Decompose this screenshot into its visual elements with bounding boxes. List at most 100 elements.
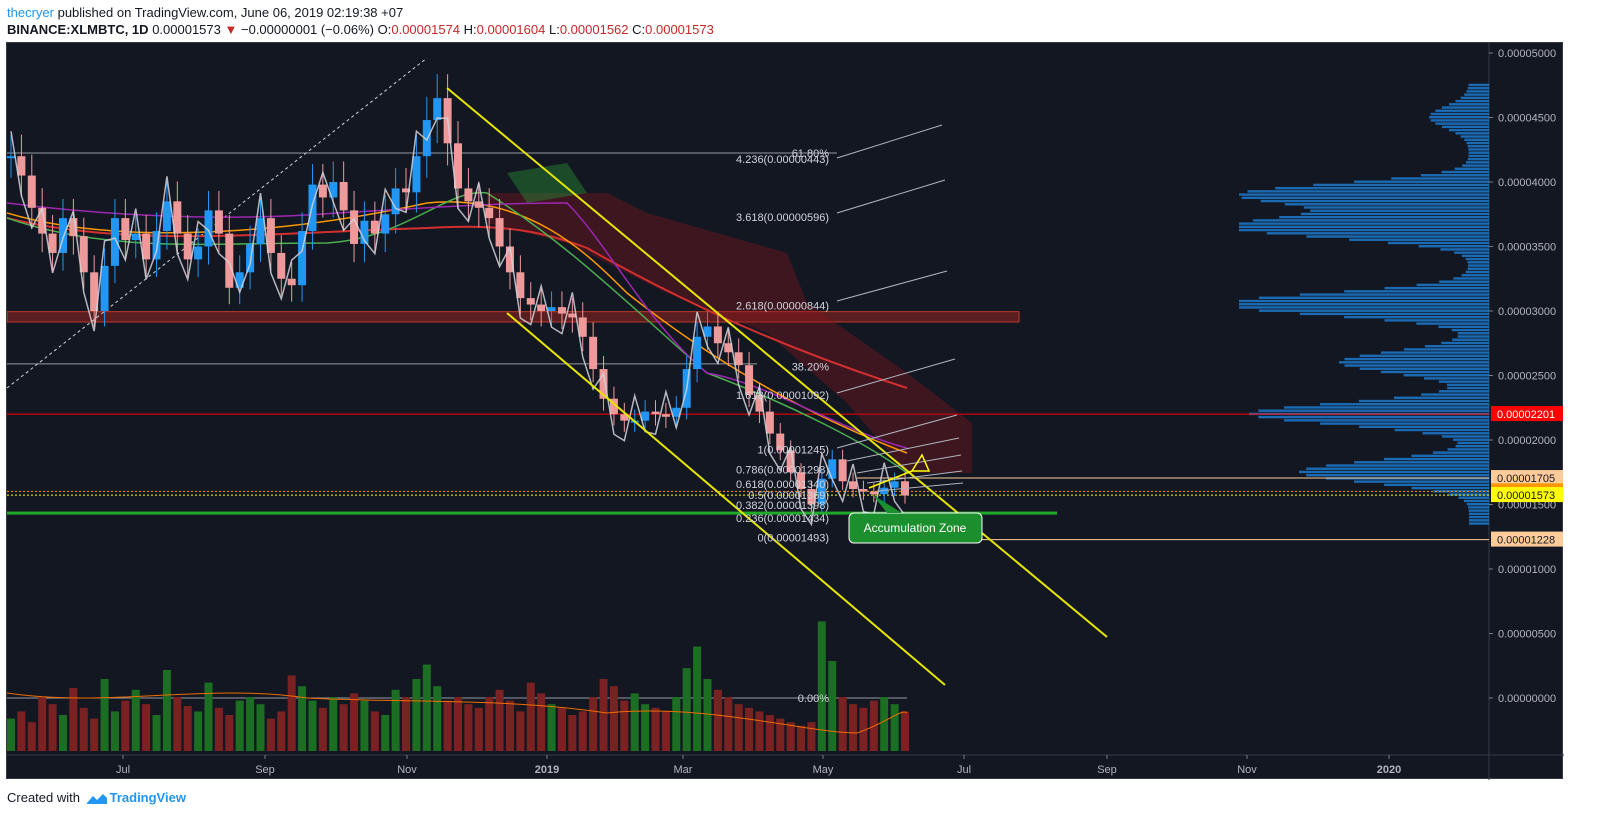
volume-profile-bar <box>1422 432 1489 435</box>
candle <box>765 411 774 434</box>
candle <box>693 336 702 370</box>
volume-bar <box>547 704 556 751</box>
price-tick-label: 0.00000500 <box>1498 629 1556 641</box>
candle <box>828 459 837 479</box>
volume-profile-bar <box>1313 183 1489 187</box>
volume-profile-bar <box>1241 196 1489 200</box>
volume-profile-bar <box>1430 119 1489 122</box>
volume-profile-bar <box>1252 219 1489 222</box>
volume-profile-bar <box>1453 277 1489 280</box>
price-chart[interactable]: 4.236(0.00000443)61.80% 3.618(0.00000596)… <box>7 43 1564 780</box>
volume-profile-bar <box>1284 203 1489 206</box>
candle <box>557 307 566 314</box>
volume-profile-bar <box>1421 393 1489 396</box>
volume-bar <box>817 621 826 751</box>
volume-profile-bar <box>1440 248 1489 251</box>
price-tick-label: 0.00005000 <box>1498 48 1556 60</box>
volume-bar <box>173 697 182 751</box>
fib-label: 61.80% <box>792 148 830 160</box>
volume-profile-bar <box>1464 138 1489 141</box>
volume-profile-bar <box>1455 444 1489 448</box>
volume-bar <box>620 700 629 751</box>
volume-profile-bar <box>1452 338 1489 341</box>
volume-bar <box>350 693 359 751</box>
volume-profile-bar <box>1394 428 1489 432</box>
candle <box>69 218 78 237</box>
candle <box>505 246 514 273</box>
candle <box>287 278 296 286</box>
volume-bar <box>880 697 889 751</box>
volume-bar <box>464 704 473 751</box>
volume-profile-bar <box>1338 361 1489 364</box>
volume-bar <box>79 707 88 751</box>
volume-profile-bar <box>1461 254 1489 258</box>
volume-profile-bar <box>1344 290 1489 293</box>
volume-profile-bar <box>1411 454 1489 458</box>
price-tick-label: 0.00004500 <box>1498 113 1556 125</box>
price-badge-text: 0.00001228 <box>1497 535 1555 547</box>
volume-profile-bar <box>1353 461 1489 464</box>
candle <box>807 489 816 505</box>
accumulation-zone-callout: Accumulation Zone <box>848 495 983 544</box>
volume-ma-line <box>7 692 908 734</box>
volume-profile-bar <box>1465 257 1489 261</box>
volume-profile-bar <box>1359 367 1489 370</box>
volume-profile-bar <box>1468 148 1489 151</box>
candle <box>661 414 670 417</box>
tradingview-link[interactable]: TradingView <box>109 790 186 805</box>
fib-label: 0.786(0.00001298) <box>736 465 829 477</box>
price-tick-label: 0.00001000 <box>1498 564 1556 576</box>
volume-profile-bar <box>1247 190 1489 193</box>
candle <box>422 120 431 157</box>
candle <box>298 231 307 286</box>
volume-profile-bar <box>1344 357 1489 361</box>
volume-profile-bar <box>1239 225 1489 229</box>
volume-profile-bar <box>1466 90 1489 93</box>
volume-profile-bar <box>1391 177 1489 180</box>
candle <box>256 218 265 244</box>
ichimoku-cloud-red <box>487 193 972 473</box>
volume-profile-bar <box>1430 112 1489 116</box>
candle <box>131 233 140 241</box>
candle <box>339 182 348 211</box>
candle <box>391 188 400 215</box>
candle <box>90 272 99 311</box>
volume-bar <box>849 704 858 751</box>
candle <box>17 156 26 176</box>
price-badge-text: 0.00001573 <box>1497 490 1555 502</box>
volume-profile-bar <box>1463 499 1489 503</box>
volume-profile-bar <box>1354 180 1489 183</box>
volume-profile-bar <box>1454 167 1489 170</box>
chart-frame[interactable]: 4.236(0.00000443) 61.80% 3.618(0.00000596)… <box>6 42 1564 780</box>
candle <box>786 450 795 473</box>
publish-info: thecryer published on TradingView.com, J… <box>7 5 403 20</box>
candle <box>329 182 338 198</box>
callout-text: Accumulation Zone <box>864 521 967 535</box>
volume-profile-bar <box>1284 406 1489 409</box>
volume-bar <box>204 682 213 751</box>
volume-bar <box>318 707 327 751</box>
volume-bar <box>402 697 411 751</box>
ma-purple <box>7 202 908 449</box>
time-tick-label: 2019 <box>535 764 559 776</box>
volume-bar <box>557 707 566 751</box>
volume-bar <box>745 707 754 751</box>
volume-profile-bar <box>1454 251 1489 254</box>
open-value: 0.00001574 <box>391 22 461 37</box>
volume-profile-bar <box>1438 380 1489 383</box>
fib-label: 0.382(0.00001398) <box>736 500 829 512</box>
volume-bar <box>360 700 369 751</box>
volume-profile-bar <box>1258 296 1489 299</box>
volume-bar <box>183 706 192 751</box>
candle <box>651 411 660 415</box>
volume-bar <box>776 718 785 751</box>
last-price: 0.00001573 <box>152 22 221 37</box>
candle <box>672 407 681 417</box>
candle <box>173 201 182 234</box>
volume-profile-bar <box>1467 145 1489 148</box>
author-link[interactable]: thecryer <box>7 5 54 20</box>
time-tick-label: Sep <box>255 764 275 776</box>
volume-profile-bar <box>1416 322 1489 325</box>
volume-bar <box>505 700 514 751</box>
volume-bar <box>214 707 223 751</box>
